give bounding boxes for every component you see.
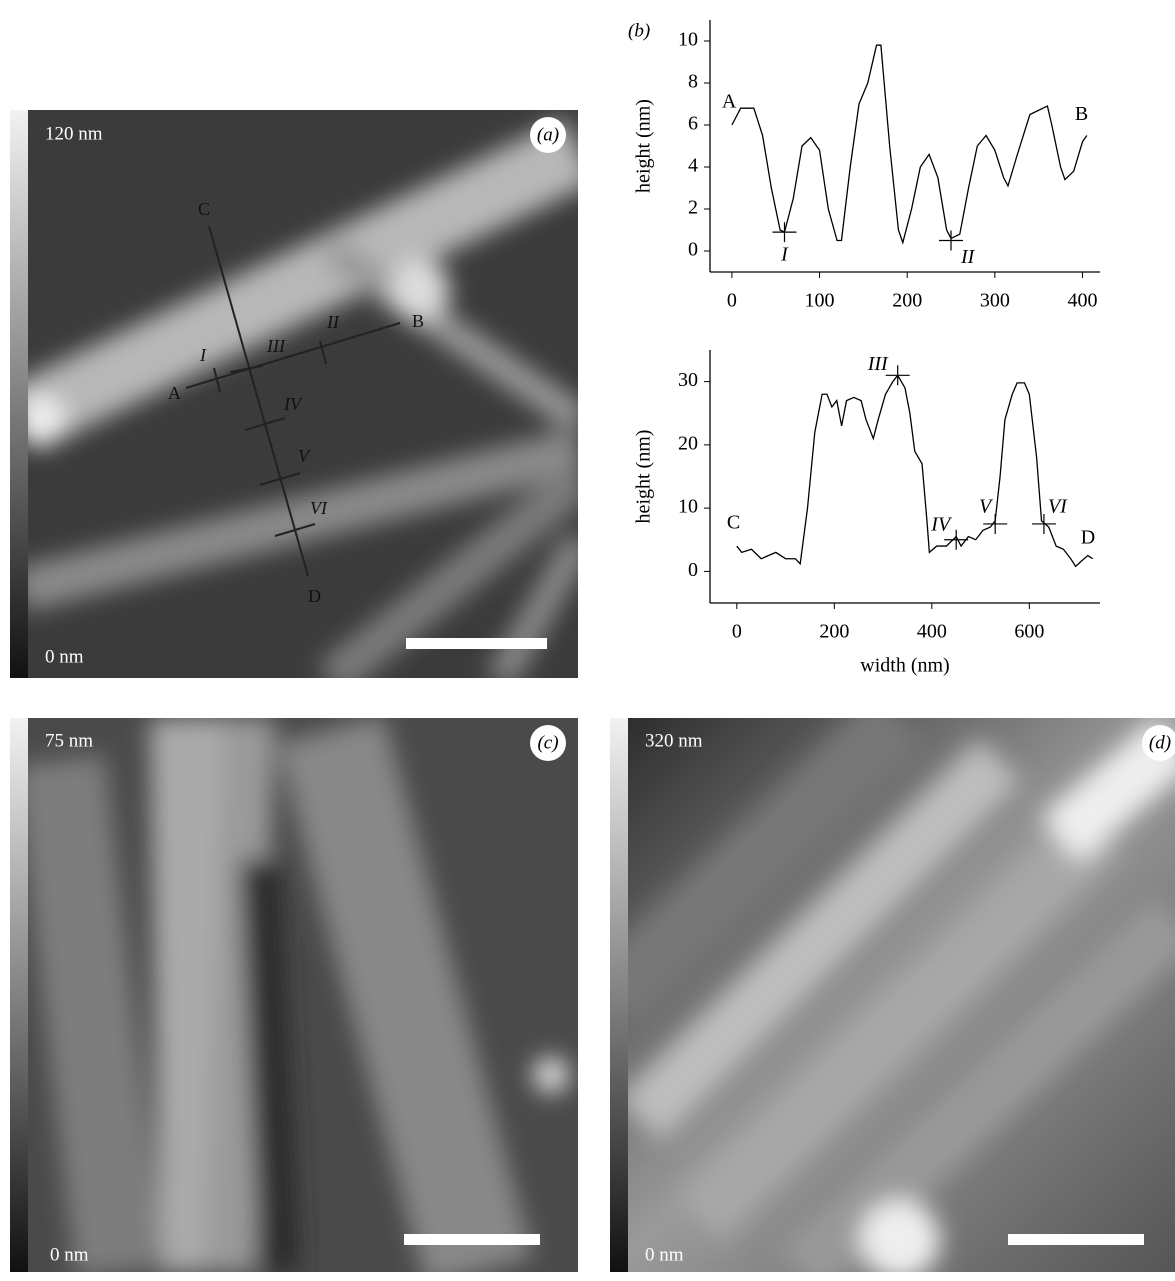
x-tick-label: 300 [980,290,1010,312]
y-tick-label: 10 [678,29,698,51]
cross-label: III [266,336,286,356]
end-label: B [1075,103,1088,125]
line-label: C [198,199,210,219]
annotation-label: V [979,496,994,518]
y-tick-label: 0 [688,559,698,581]
cross-label: IV [283,394,303,414]
cross-marker [886,365,910,385]
x-axis-label: width (nm) [860,655,949,677]
colorbar [10,718,28,1272]
y-tick-label: 30 [678,369,698,391]
line-label: D [308,586,321,606]
panel-label: (a) [537,124,559,145]
cross-label: VI [310,498,328,518]
y-axis-label: height (nm) [633,99,655,193]
afm-image-d [610,718,1175,1276]
y-tick-label: 2 [688,197,698,219]
annotation-label: IV [930,513,953,535]
scale-bar [406,638,547,649]
scale-max: 320 nm [645,730,703,751]
annotation-label: III [867,353,889,375]
scale-bar [404,1234,540,1245]
scale-min: 0 nm [645,1244,684,1265]
line-label: B [412,311,424,331]
y-tick-label: 10 [678,496,698,518]
colorbar [610,718,628,1272]
start-label: A [722,91,737,113]
annotation-label: I [780,244,789,266]
x-tick-label: 100 [805,290,835,312]
panel-label: (c) [537,732,558,753]
x-tick-label: 200 [892,290,922,312]
colorbar [10,110,28,678]
start-label: C [727,512,740,534]
x-tick-label: 0 [727,290,737,312]
afm-image-c [10,718,578,1272]
x-tick-label: 600 [1014,621,1044,643]
scale-min: 0 nm [45,646,84,667]
panel-label: (d) [1149,732,1171,753]
x-tick-label: 400 [917,621,947,643]
y-axis-label: height (nm) [633,430,655,524]
cross-label: I [199,345,207,365]
y-tick-label: 6 [688,113,698,135]
x-tick-label: 200 [819,621,849,643]
line-label: A [168,383,181,403]
scale-bar [1008,1234,1144,1245]
y-tick-label: 4 [688,155,698,177]
scale-max: 120 nm [45,123,103,144]
scale-min: 0 nm [50,1244,89,1265]
annotation-label: VI [1048,496,1068,518]
y-tick-label: 0 [688,239,698,261]
profile-line [737,375,1093,566]
x-tick-label: 0 [732,621,742,643]
panel-label: (b) [628,20,650,41]
cross-marker [772,222,796,242]
figure: (a) (c) (d) 120 nm 0 nm 75 nm 0 nm 320 n… [0,0,1175,1276]
x-tick-label: 400 [1067,290,1097,312]
y-tick-label: 20 [678,432,698,454]
profile-line [732,45,1087,242]
cross-label: II [326,312,340,332]
annotation-label: II [960,246,976,268]
y-tick-label: 8 [688,71,698,93]
end-label: D [1081,526,1095,548]
scale-max: 75 nm [45,730,93,751]
